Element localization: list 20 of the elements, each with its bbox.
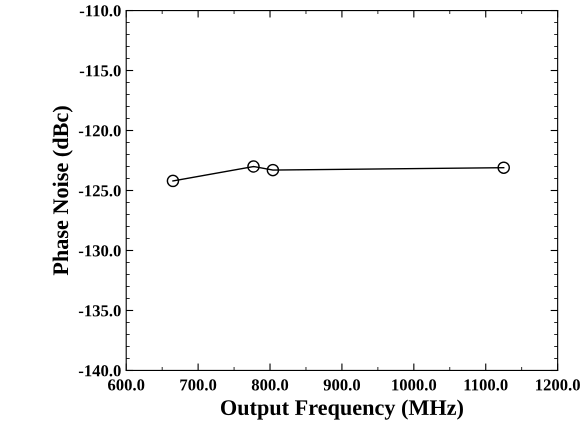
x-tick-label: 1100.0 <box>464 379 508 391</box>
y-tick-label: -110.0 <box>80 5 121 17</box>
y-tick-label: -120.0 <box>78 125 121 137</box>
y-tick-label: -130.0 <box>78 245 121 257</box>
x-tick-label: 600.0 <box>108 379 144 391</box>
x-tick-label: 1000.0 <box>392 379 436 391</box>
y-axis-title: Phase Noise (dBc) <box>52 106 73 276</box>
x-tick-label: 1200.0 <box>536 379 580 391</box>
point <box>247 160 260 173</box>
point <box>497 161 510 174</box>
point <box>266 164 280 176</box>
x-tick-label: 900.0 <box>324 379 360 391</box>
x-axis-title: Output Frequency (MHz) <box>221 399 463 420</box>
point <box>166 174 180 188</box>
x-tick-label: 700.0 <box>180 379 216 391</box>
y-tick-label: -135.0 <box>78 305 121 317</box>
y-tick-label: -125.0 <box>78 185 121 197</box>
x-tick-label: 800.0 <box>252 379 288 391</box>
y-tick-label: -140.0 <box>78 365 121 376</box>
y-tick-label: -115.0 <box>80 65 121 77</box>
